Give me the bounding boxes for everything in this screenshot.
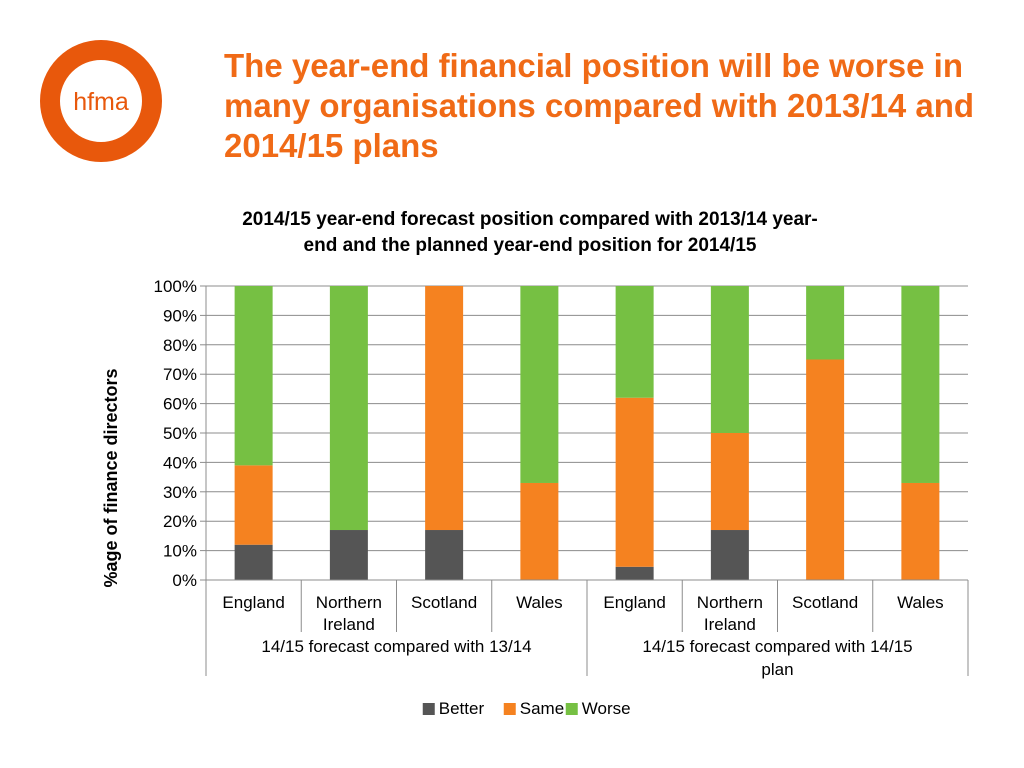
bar-better [615,566,654,580]
chart-title-line: end and the planned year-end position fo… [304,235,757,256]
x-tick-label: Scotland [792,593,858,612]
y-tick-label: 70% [163,365,197,384]
y-tick-label: 0% [172,571,197,590]
slide-title: The year-end financial position will be … [224,47,975,164]
x-tick-label: Wales [897,593,944,612]
y-tick-label: 40% [163,453,197,472]
x-tick-label: Scotland [411,593,477,612]
y-tick-label: 50% [163,424,197,443]
y-axis-label: %age of finance directors [101,368,121,587]
bar-worse [806,286,845,360]
bar-same [710,433,749,531]
y-tick-label: 20% [163,512,197,531]
legend-swatch-same [503,703,516,715]
bar-worse [329,286,368,531]
bar-same [806,359,845,580]
legend-swatch-better [422,703,435,715]
legend-label-same: Same [520,699,564,718]
y-tick-label: 80% [163,336,197,355]
x-tick-label: Ireland [704,615,756,634]
bar-better [234,544,273,580]
x-tick-label: Ireland [323,615,375,634]
chart-title-line: 2014/15 year-end forecast position compa… [242,209,818,230]
x-group-label: plan [761,660,793,679]
legend-label-better: Better [439,699,485,718]
bar-worse [901,286,940,483]
hfma-logo: hfma [40,40,162,162]
bar-same [234,465,273,545]
bar-better [329,530,368,580]
legend-label-worse: Worse [582,699,631,718]
y-tick-label: 30% [163,483,197,502]
x-tick-label: England [603,593,665,612]
x-group-label: 14/15 forecast compared with 13/14 [261,637,531,656]
y-tick-label: 10% [163,542,197,561]
x-tick-label: England [222,593,284,612]
x-group-label: 14/15 forecast compared with 14/15 [642,637,912,656]
bar-worse [234,286,273,466]
bar-worse [615,286,654,398]
bar-better [425,530,464,580]
y-tick-label: 90% [163,306,197,325]
bar-better [710,530,749,580]
bar-same [615,397,654,567]
logo-text: hfma [73,88,129,116]
x-tick-label: Northern [697,593,763,612]
bar-worse [710,286,749,433]
bar-same [425,286,464,531]
bar-worse [520,286,559,483]
y-tick-label: 60% [163,395,197,414]
y-tick-label: 100% [154,277,197,296]
x-tick-label: Northern [316,593,382,612]
legend-swatch-worse [565,703,578,715]
bar-same [520,482,559,580]
logo-text-background [72,87,130,115]
bar-same [901,482,940,580]
logo-ring [40,40,162,162]
x-tick-label: Wales [516,593,563,612]
